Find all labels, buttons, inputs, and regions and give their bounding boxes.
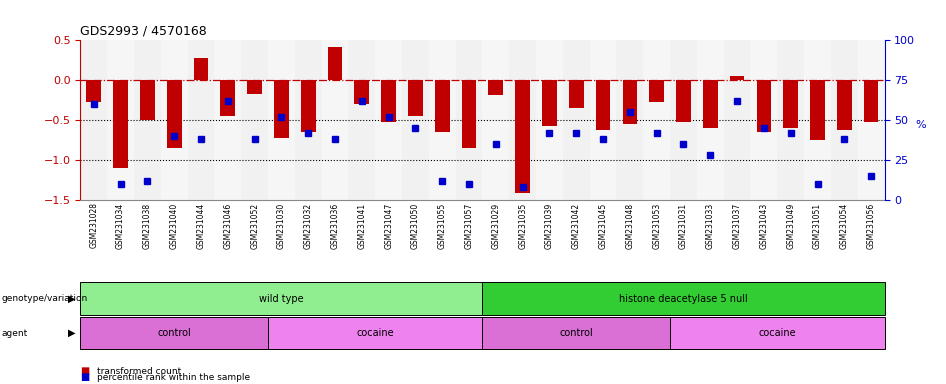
Text: GDS2993 / 4570168: GDS2993 / 4570168 [80, 25, 207, 38]
Text: transformed count: transformed count [97, 367, 182, 376]
Bar [166, 80, 182, 148]
Bar [810, 80, 825, 140]
Text: percentile rank within the sample: percentile rank within the sample [97, 373, 251, 382]
Bar [617, 40, 643, 200]
Bar [509, 40, 536, 200]
Bar [456, 40, 482, 200]
Bar [381, 80, 396, 122]
Bar [215, 40, 241, 200]
Bar [107, 40, 134, 200]
Bar [569, 80, 584, 108]
Bar [858, 40, 885, 200]
Bar [703, 80, 718, 128]
Text: control: control [157, 328, 191, 338]
Bar [750, 40, 778, 200]
Bar [301, 80, 316, 132]
Bar [355, 80, 369, 104]
Text: ■: ■ [80, 366, 90, 376]
Bar [408, 80, 423, 116]
Bar [194, 58, 208, 80]
Bar [161, 40, 187, 200]
Bar [429, 40, 456, 200]
Text: histone deacetylase 5 null: histone deacetylase 5 null [619, 293, 748, 304]
Bar [462, 80, 477, 148]
Bar [140, 80, 155, 120]
Bar [778, 40, 804, 200]
Bar [274, 80, 289, 137]
Text: ▶: ▶ [68, 293, 76, 304]
Bar [831, 40, 858, 200]
Bar [670, 40, 697, 200]
Bar [649, 80, 664, 103]
Bar [322, 40, 348, 200]
Bar [114, 80, 128, 168]
Bar [516, 80, 530, 193]
Bar [348, 40, 376, 200]
Bar [220, 80, 236, 116]
Bar [536, 40, 563, 200]
Bar [563, 40, 589, 200]
Text: cocaine: cocaine [357, 328, 394, 338]
Bar [729, 76, 745, 80]
Bar [402, 40, 429, 200]
Text: ■: ■ [80, 372, 90, 382]
Text: genotype/variation: genotype/variation [2, 294, 88, 303]
Bar [435, 80, 449, 132]
Bar [241, 40, 268, 200]
Bar [295, 40, 322, 200]
Bar [542, 80, 557, 126]
Bar [589, 40, 617, 200]
Text: cocaine: cocaine [759, 328, 797, 338]
Bar [488, 80, 503, 94]
Y-axis label: %: % [916, 120, 926, 130]
Bar [757, 80, 771, 132]
Bar [676, 80, 691, 122]
Bar [837, 80, 851, 129]
Bar [724, 40, 750, 200]
Bar [80, 40, 107, 200]
Bar [376, 40, 402, 200]
Text: ▶: ▶ [68, 328, 76, 338]
Bar [596, 80, 610, 129]
Bar [783, 80, 798, 128]
Bar [622, 80, 638, 124]
Bar [804, 40, 831, 200]
Text: agent: agent [2, 329, 28, 338]
Text: wild type: wild type [259, 293, 304, 304]
Bar [643, 40, 670, 200]
Text: control: control [559, 328, 593, 338]
Bar [86, 80, 101, 102]
Bar [482, 40, 509, 200]
Bar [247, 80, 262, 94]
Bar [864, 80, 879, 122]
Bar [187, 40, 215, 200]
Bar [268, 40, 295, 200]
Bar [697, 40, 724, 200]
Bar [134, 40, 161, 200]
Bar [327, 47, 342, 80]
